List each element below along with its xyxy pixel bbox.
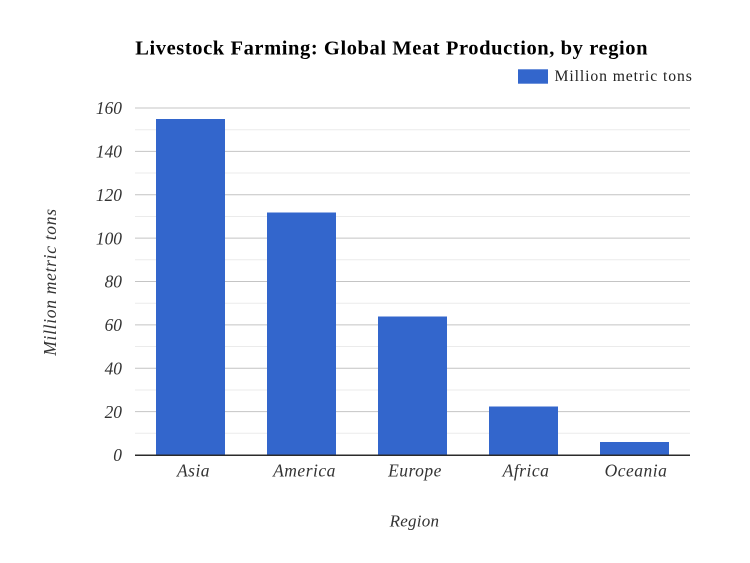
svg-text:140: 140	[96, 142, 122, 162]
svg-text:Oceania: Oceania	[605, 461, 668, 481]
svg-text:Asia: Asia	[176, 461, 210, 481]
svg-text:Europe: Europe	[387, 461, 442, 481]
svg-text:120: 120	[96, 185, 122, 205]
svg-text:100: 100	[96, 228, 122, 248]
svg-text:40: 40	[105, 359, 123, 379]
svg-text:America: America	[272, 461, 336, 481]
svg-text:80: 80	[105, 272, 123, 292]
svg-text:Million metric tons: Million metric tons	[40, 208, 60, 356]
svg-text:160: 160	[96, 98, 122, 118]
svg-text:Region: Region	[389, 511, 440, 530]
svg-text:60: 60	[105, 315, 123, 335]
svg-text:Africa: Africa	[502, 461, 550, 481]
svg-text:0: 0	[113, 445, 122, 465]
svg-text:20: 20	[105, 402, 123, 422]
svg-text:Livestock Farming: Global Meat: Livestock Farming: Global Meat Productio…	[135, 38, 648, 60]
svg-text:Million metric tons: Million metric tons	[555, 68, 693, 85]
